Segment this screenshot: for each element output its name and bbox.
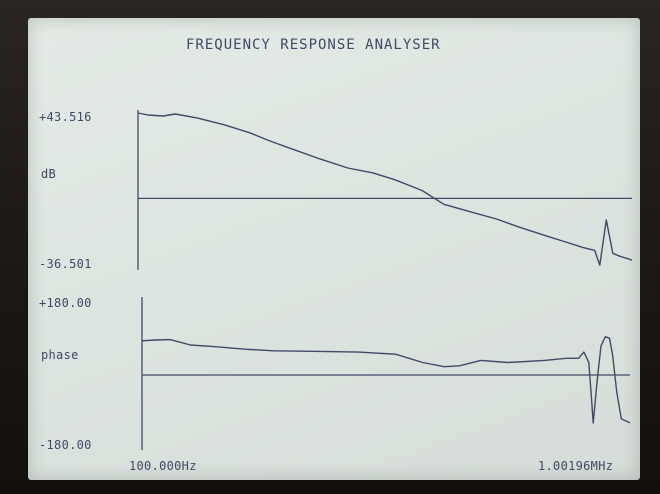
phase-max-label: +180.00	[39, 296, 92, 310]
x-start-label: 100.000Hz	[129, 459, 197, 473]
crt-screen: FREQUENCY RESPONSE ANALYSER +43.516 dB -…	[28, 18, 640, 480]
db-max-label: +43.516	[39, 110, 92, 124]
plot-area	[137, 110, 633, 450]
phase-min-label: -180.00	[39, 438, 92, 452]
phase-trace	[141, 336, 631, 424]
db-min-label: -36.501	[39, 257, 92, 271]
magnitude-trace	[137, 112, 633, 266]
phase-unit-label: phase	[41, 348, 79, 362]
screen-title: FREQUENCY RESPONSE ANALYSER	[186, 37, 441, 53]
x-end-label: 1.00196MHz	[538, 459, 614, 473]
db-unit-label: dB	[41, 167, 57, 181]
